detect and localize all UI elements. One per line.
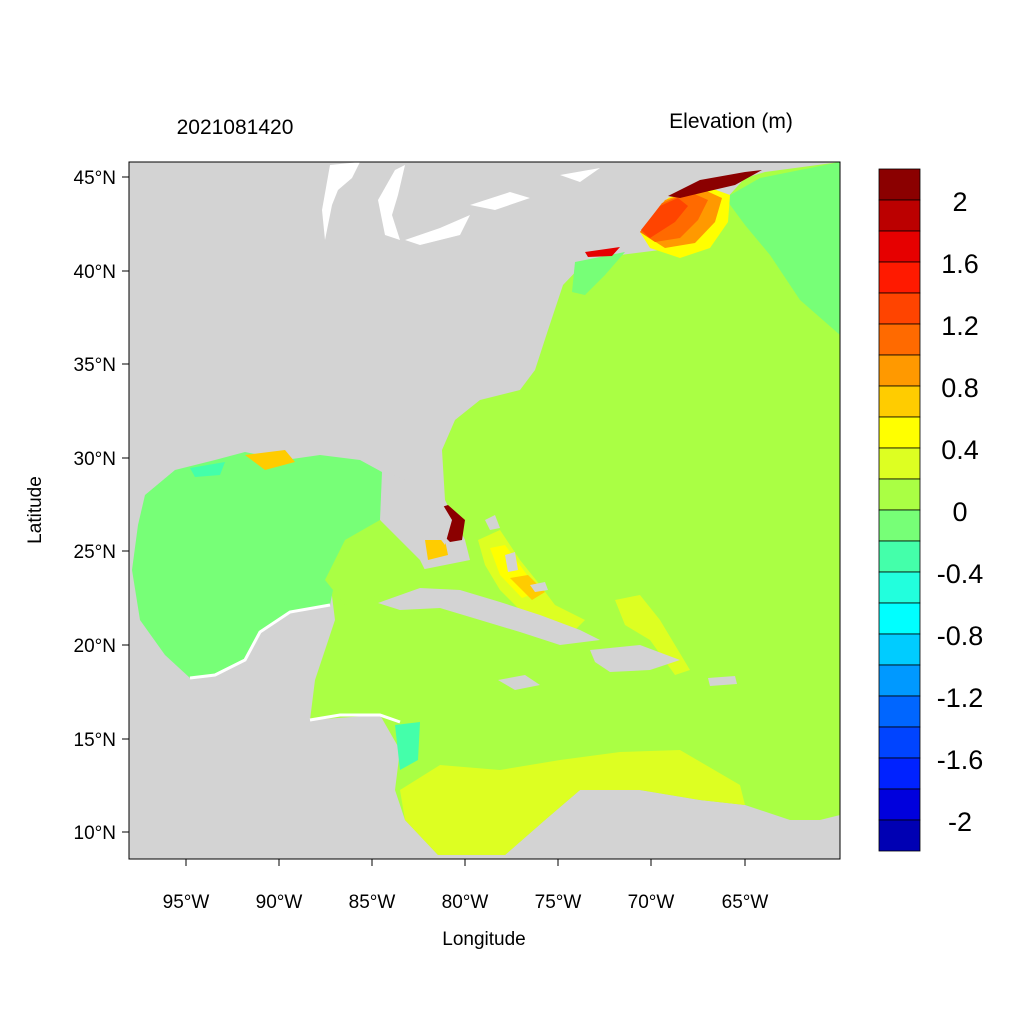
lon-tick-label: 90°W <box>256 892 303 913</box>
colorbar-swatch <box>878 354 921 387</box>
colorbar-label: -1.6 <box>937 745 984 775</box>
south-america-coast <box>545 795 840 859</box>
puerto-rico-island <box>708 676 737 686</box>
florida-keys-anomaly <box>425 540 448 560</box>
caribbean-islands-anomaly <box>615 595 690 675</box>
mid-atlantic-shelf-negative <box>572 252 625 295</box>
colorbar-swatch <box>878 540 921 573</box>
colorbar-swatch <box>878 695 921 728</box>
colorbar-swatch <box>878 664 921 697</box>
colorbar-swatch <box>878 416 921 449</box>
great-lakes <box>322 162 600 245</box>
y-axis-title: Latitude <box>25 476 46 544</box>
colorbar-label: 1.2 <box>941 311 979 341</box>
louisiana-coast-anomaly <box>245 450 295 470</box>
lat-tick-label: 25°N <box>74 542 116 563</box>
colorbar-label: 2 <box>952 187 967 217</box>
florida-peninsula <box>382 458 452 545</box>
colorbar-swatch <box>878 726 921 759</box>
lon-tick-label: 65°W <box>722 892 769 913</box>
longitude-axis: 95°W 90°W 85°W 80°W 75°W 70°W 65°W <box>163 859 769 913</box>
bahamas-islands <box>485 515 548 592</box>
lat-tick-label: 30°N <box>74 449 116 470</box>
lat-tick-label: 35°N <box>74 355 116 376</box>
south-caribbean-anomaly <box>400 750 745 855</box>
colorbar-swatch <box>878 323 921 356</box>
date-label: 2021081420 <box>177 116 294 139</box>
colorbar-swatch <box>878 385 921 418</box>
colorbar-label: -0.4 <box>937 559 984 589</box>
lat-tick-label: 45°N <box>74 168 116 189</box>
colorbar-swatch <box>878 633 921 666</box>
map-plot-area <box>129 162 840 859</box>
gulf-of-mexico <box>132 452 382 678</box>
map-frame <box>128 161 841 860</box>
lat-tick-label: 10°N <box>74 823 116 844</box>
colorbar-swatch <box>878 199 921 232</box>
colorbar-swatch <box>878 168 921 201</box>
colorbar-swatch <box>878 478 921 511</box>
x-axis-title: Longitude <box>442 929 525 950</box>
colorbar-swatch <box>878 447 921 480</box>
central-america-coast <box>309 713 401 724</box>
colorbar-swatch <box>878 509 921 542</box>
colorbar-swatch <box>878 261 921 294</box>
hispaniola-island <box>590 645 680 672</box>
colorbar-label: 0 <box>952 497 967 527</box>
gulf-of-maine-coast-max <box>668 170 762 198</box>
cuba-island <box>378 588 600 645</box>
colorbar <box>878 168 921 852</box>
colorbar-swatch <box>878 602 921 635</box>
colorbar-swatch <box>878 788 921 821</box>
colorbar-label: 0.4 <box>941 435 979 465</box>
lon-tick-label: 85°W <box>349 892 396 913</box>
colorbar-swatch <box>878 819 921 852</box>
colorbar-labels: 2 1.6 1.2 0.8 0.4 0 -0.4 -0.8 -1.2 -1.6 … <box>937 187 984 837</box>
long-island-sound-surge <box>585 247 620 257</box>
yucatan-coast <box>189 603 331 680</box>
honduras-coast-negative <box>395 722 420 770</box>
lon-tick-label: 75°W <box>535 892 582 913</box>
colorbar-label: -2 <box>948 807 972 837</box>
colorbar-label: -1.2 <box>937 683 984 713</box>
colorbar-swatch <box>878 757 921 790</box>
north-atlantic-negative-region <box>725 162 840 335</box>
colorbar-label: -0.8 <box>937 621 984 651</box>
lon-tick-label: 95°W <box>163 892 210 913</box>
latitude-axis: 45°N 40°N 35°N 30°N 25°N 20°N 15°N 10°N <box>74 168 129 844</box>
lat-tick-label: 20°N <box>74 636 116 657</box>
lat-tick-label: 15°N <box>74 730 116 751</box>
jamaica-island <box>498 675 540 690</box>
yucatan-channel-band <box>325 520 430 605</box>
lon-tick-label: 80°W <box>442 892 489 913</box>
variable-label: Elevation (m) <box>669 110 793 133</box>
colorbar-swatch <box>878 230 921 263</box>
lat-tick-label: 40°N <box>74 262 116 283</box>
atlantic-caribbean-ocean <box>310 162 840 855</box>
colorbar-label: 0.8 <box>941 373 979 403</box>
lon-tick-label: 70°W <box>628 892 675 913</box>
colorbar-swatch <box>878 292 921 325</box>
texas-coast-negative <box>190 462 225 477</box>
gulf-of-maine-surge-red <box>641 198 688 238</box>
colorbar-swatch <box>878 571 921 604</box>
bahamas-anomaly-orange <box>510 575 545 600</box>
colorbar-label: 1.6 <box>941 249 979 279</box>
